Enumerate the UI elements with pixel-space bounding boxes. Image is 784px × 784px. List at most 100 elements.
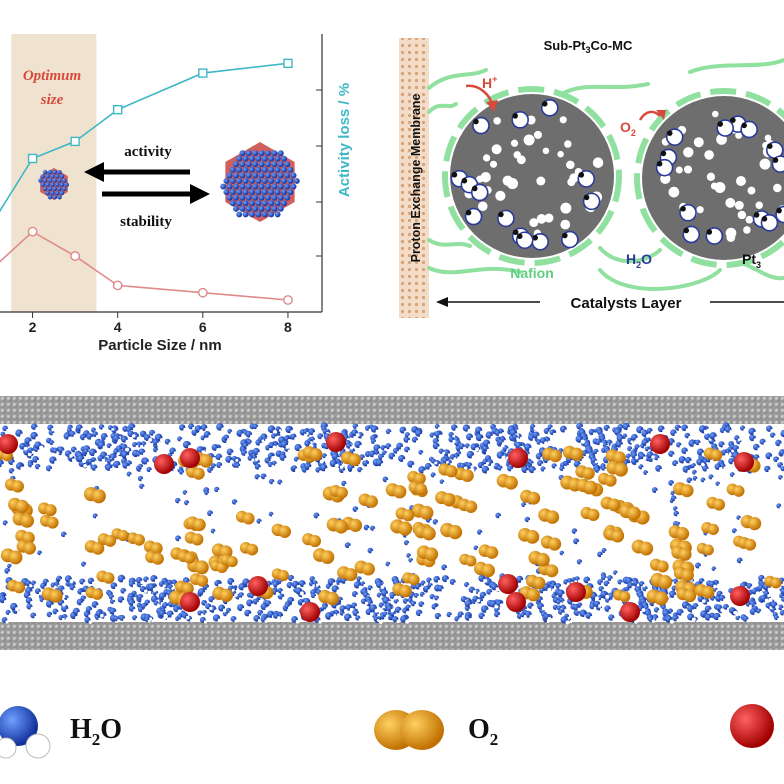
o2-atom — [532, 576, 546, 590]
water-h-atom — [361, 435, 366, 440]
water-h-atom — [12, 462, 17, 466]
micropore — [526, 115, 536, 125]
water-h-atom — [565, 620, 570, 625]
x-axis-label: Particle Size / nm — [98, 337, 221, 354]
catalyst-layer-schematic: Sub-Pt3Co-MC Proton Exchange Membrane H+… — [399, 38, 784, 318]
series-0-point — [70, 136, 80, 147]
water-h-atom — [389, 431, 393, 435]
water-h-atom — [90, 609, 94, 614]
water-h-atom — [154, 578, 159, 583]
water-h-atom — [384, 447, 387, 451]
water-h-atom — [219, 447, 223, 451]
water-h-atom — [511, 468, 515, 473]
water-h-atom — [129, 463, 134, 468]
water-h-atom — [397, 601, 400, 605]
water-h-atom — [422, 604, 426, 608]
o2-atom — [485, 546, 499, 559]
water-h-atom — [406, 601, 410, 605]
water-h-atom — [516, 437, 520, 441]
micropore — [489, 160, 498, 168]
pt-nanoparticle — [753, 212, 760, 218]
o2-atom — [199, 453, 213, 468]
water-h-atom — [144, 444, 148, 448]
water-h-atom — [250, 603, 255, 608]
water-h-atom — [396, 619, 400, 624]
water-h-atom — [280, 482, 284, 486]
water-h-atom — [272, 445, 277, 449]
water-h-atom — [411, 560, 415, 563]
water-h-atom — [174, 465, 180, 470]
water-h-atom — [501, 442, 506, 446]
water-h-atom — [339, 582, 343, 586]
water-h-atom — [356, 509, 360, 513]
o2-atom — [613, 462, 628, 477]
water-h-atom — [253, 595, 256, 599]
micropore — [560, 219, 571, 230]
water-h-atom — [38, 591, 43, 595]
water-h-atom — [334, 463, 339, 468]
water-h-atom — [20, 466, 24, 471]
o2-atom — [536, 552, 550, 567]
water-h-atom — [685, 451, 690, 455]
water-h-atom — [438, 434, 443, 439]
water-h-atom — [220, 457, 224, 461]
water-h-atom — [231, 452, 236, 457]
water-h-atom — [341, 599, 344, 603]
pt-nanoparticle — [512, 229, 519, 236]
water-h-atom — [476, 548, 480, 551]
water-h-atom — [321, 436, 325, 440]
water-h-atom — [699, 565, 703, 570]
nafion-coating — [634, 88, 784, 268]
water-h-atom — [256, 601, 261, 606]
water-h-atom — [62, 602, 66, 607]
water-h-atom — [366, 463, 371, 468]
water-h-atom — [678, 524, 682, 527]
water-h-atom — [337, 613, 341, 617]
o2-atom — [419, 505, 434, 520]
pt-nanoparticle — [776, 207, 782, 214]
water-h-atom — [674, 498, 678, 502]
schematic-title: Sub-Pt3Co-MC — [544, 38, 633, 55]
o2-atom — [192, 467, 205, 480]
water-h-atom — [291, 600, 296, 605]
water-h-atom — [129, 474, 133, 478]
water-h-atom — [271, 464, 275, 468]
water-h-atom — [409, 555, 412, 559]
water-h-atom — [533, 470, 538, 475]
o2-atom — [570, 447, 584, 461]
water-h-atom — [412, 464, 416, 469]
stability-label: stability — [120, 214, 172, 230]
water-h-atom — [685, 428, 690, 432]
water-h-atom — [157, 603, 160, 607]
o2-atom — [658, 575, 673, 590]
water-h-atom — [375, 429, 380, 434]
water-h-atom — [407, 543, 411, 546]
pt-nanoparticle — [683, 227, 690, 234]
o2-atom — [20, 513, 34, 528]
o2-atom — [117, 529, 129, 542]
water-h-atom — [185, 615, 190, 620]
water-h-atom — [746, 619, 750, 623]
water-h-atom — [718, 617, 723, 622]
micropore — [735, 132, 742, 139]
water-o-atom — [781, 596, 784, 602]
water-h-atom — [152, 587, 157, 592]
o2-atom — [701, 585, 715, 599]
water-h-atom — [73, 434, 77, 438]
water-h-atom — [528, 453, 531, 457]
catalyst-layer-label: Catalysts Layer — [571, 295, 682, 312]
water-h-atom — [360, 469, 364, 473]
water-h-atom — [80, 428, 85, 432]
water-h-atom — [452, 439, 456, 444]
water-h-atom — [34, 583, 38, 587]
water-h-atom — [487, 443, 492, 448]
water-h-atom — [96, 604, 100, 609]
water-h-atom — [672, 501, 676, 504]
water-h-atom — [438, 437, 441, 441]
water-h-atom — [402, 458, 407, 463]
water-h-atom — [442, 451, 446, 455]
water-h-atom — [314, 595, 318, 599]
water-h-atom — [777, 617, 781, 621]
pt-nanoparticle — [516, 233, 523, 240]
o2-atom — [219, 588, 234, 602]
